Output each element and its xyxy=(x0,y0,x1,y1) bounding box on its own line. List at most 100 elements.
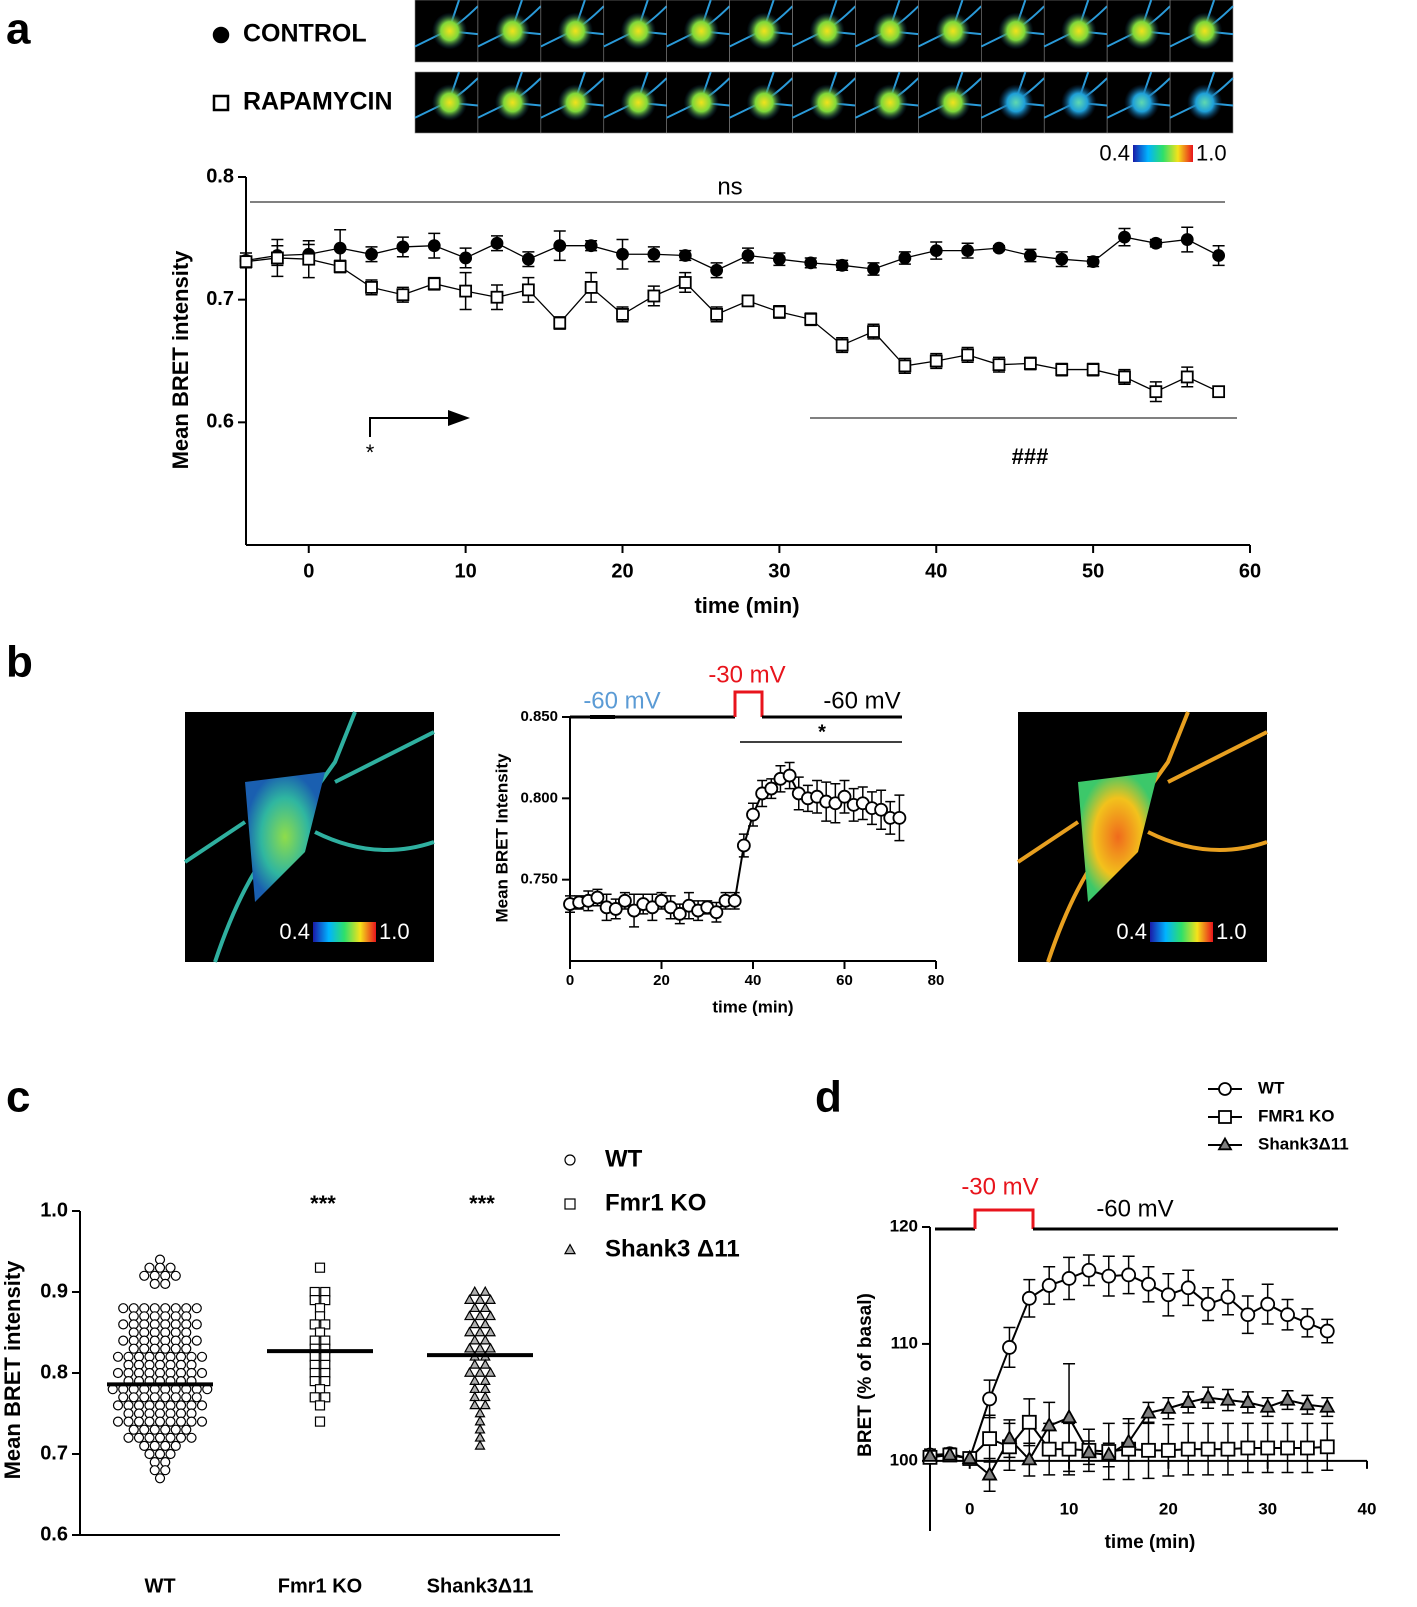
data-point xyxy=(710,307,724,321)
data-point xyxy=(1319,1398,1336,1413)
data-point xyxy=(160,1392,171,1403)
annotation: -60 mV xyxy=(1096,1195,1173,1222)
y-tick-label: 110 xyxy=(891,1333,918,1352)
micrograph-cell xyxy=(809,84,845,121)
data-point xyxy=(1240,1307,1256,1323)
data-point xyxy=(618,893,632,908)
data-point xyxy=(474,1439,486,1450)
data-point xyxy=(1260,1440,1276,1456)
data-point xyxy=(139,1440,150,1452)
y-axis-label: Mean BRET intensity xyxy=(168,250,193,470)
data-point xyxy=(160,1424,171,1435)
data-point xyxy=(1319,1323,1335,1339)
data-point xyxy=(1141,1276,1156,1292)
data-point xyxy=(181,1392,192,1403)
data-point xyxy=(469,1358,481,1369)
data-point xyxy=(678,276,692,289)
data-point xyxy=(521,283,535,297)
data-point xyxy=(118,1319,129,1330)
data-point xyxy=(133,1432,145,1443)
legend-marker xyxy=(564,1198,576,1210)
data-point xyxy=(112,1416,124,1427)
data-point xyxy=(1180,1441,1196,1457)
data-point xyxy=(647,247,661,261)
data-point xyxy=(474,1366,486,1377)
data-point xyxy=(191,1335,202,1346)
x-tick-label: 0 xyxy=(566,972,574,989)
x-axis-label: time (min) xyxy=(694,593,799,618)
micrograph-cell xyxy=(746,84,782,121)
data-point xyxy=(196,1416,208,1427)
data-point xyxy=(590,890,605,905)
data-point xyxy=(1300,1440,1315,1456)
data-point xyxy=(1180,233,1194,246)
data-point xyxy=(929,354,943,368)
annotation: -30 mV xyxy=(708,661,785,688)
data-point xyxy=(314,1262,326,1273)
data-point xyxy=(270,251,284,265)
data-point xyxy=(608,902,623,916)
data-point xyxy=(837,789,852,804)
data-point xyxy=(484,1294,497,1304)
data-point xyxy=(149,1343,160,1354)
data-point xyxy=(469,1318,481,1329)
data-point xyxy=(1023,249,1037,262)
data-point xyxy=(1021,1290,1037,1306)
data-point xyxy=(741,249,755,262)
data-point xyxy=(892,810,907,825)
data-point xyxy=(929,244,943,258)
data-point xyxy=(314,1311,326,1322)
data-point xyxy=(867,262,880,276)
x-axis-label: time (min) xyxy=(1105,1532,1196,1553)
data-point xyxy=(1100,1446,1117,1461)
data-point xyxy=(154,1432,166,1443)
data-point xyxy=(160,1343,171,1354)
y-tick-label: 0.6 xyxy=(40,1523,68,1545)
data-point xyxy=(1080,1443,1097,1459)
legend-label: WT xyxy=(605,1145,643,1172)
data-point xyxy=(1149,385,1163,399)
data-point xyxy=(144,1432,155,1443)
annotation: -60 mV xyxy=(823,687,900,714)
data-point xyxy=(835,258,849,272)
micrograph-cell xyxy=(557,12,594,50)
data-point xyxy=(181,1343,192,1354)
data-point xyxy=(1200,1388,1217,1404)
data-point xyxy=(165,1416,176,1427)
data-point xyxy=(314,1384,326,1395)
data-point xyxy=(1081,1262,1097,1278)
legend-marker xyxy=(212,94,230,112)
data-point xyxy=(1121,1267,1137,1283)
micrograph-cell xyxy=(620,12,656,50)
data-point xyxy=(961,1449,978,1465)
data-point xyxy=(484,1342,497,1353)
colorbar-label: 0.4 xyxy=(1116,919,1147,944)
data-point xyxy=(479,1302,491,1313)
data-point xyxy=(645,900,660,915)
data-point xyxy=(921,1447,939,1462)
data-point xyxy=(553,316,567,330)
data-point xyxy=(191,1392,202,1403)
data-point xyxy=(1212,385,1226,399)
x-tick-label: 40 xyxy=(745,972,762,989)
data-point xyxy=(961,244,975,258)
legend-label: RAPAMYCIN xyxy=(243,88,393,116)
micrograph-cell xyxy=(935,84,971,121)
data-point xyxy=(474,1326,486,1337)
data-point xyxy=(1001,1429,1018,1445)
data-point xyxy=(170,1270,181,1281)
data-point xyxy=(365,247,378,261)
legend-label: Shank3Δ11 xyxy=(1258,1134,1349,1153)
micrograph-cell xyxy=(1124,12,1160,50)
data-point xyxy=(118,1335,129,1346)
data-point xyxy=(479,1318,491,1329)
data-point xyxy=(479,1358,491,1369)
data-point xyxy=(309,1392,320,1403)
data-point xyxy=(982,1391,997,1407)
data-point xyxy=(898,359,912,373)
data-point xyxy=(123,1416,134,1427)
data-point xyxy=(1002,1340,1017,1355)
micrograph-cell xyxy=(1187,84,1223,121)
data-point xyxy=(1055,363,1069,376)
data-point xyxy=(484,1326,497,1337)
